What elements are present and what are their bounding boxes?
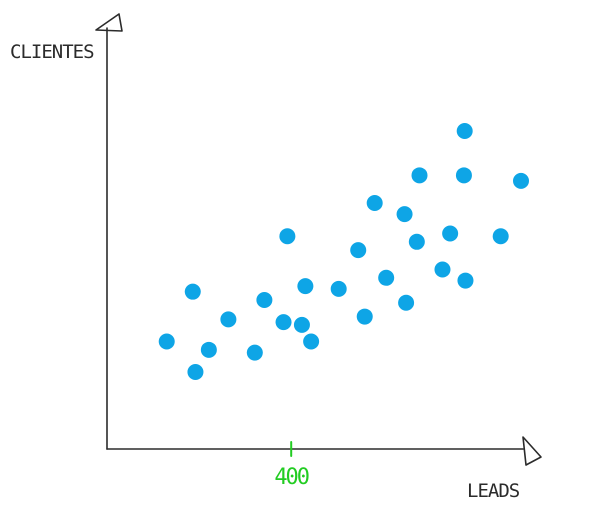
data-point xyxy=(396,206,413,223)
data-point xyxy=(256,291,273,308)
data-point xyxy=(158,333,175,350)
data-point xyxy=(350,242,367,259)
data-point xyxy=(275,314,292,331)
axes xyxy=(95,13,542,466)
x-axis-ticks: 400 xyxy=(274,441,311,490)
data-point xyxy=(297,278,314,295)
data-point xyxy=(442,225,459,242)
x-axis-arrow xyxy=(522,436,542,466)
data-point xyxy=(293,316,310,333)
data-point xyxy=(457,272,474,289)
data-point xyxy=(492,228,509,245)
data-point xyxy=(456,123,473,139)
data-point xyxy=(303,333,320,350)
data-point xyxy=(187,363,204,380)
data-point xyxy=(378,269,395,286)
x-tick-label-0: 400 xyxy=(274,465,308,490)
data-point xyxy=(513,172,529,189)
data-point xyxy=(398,294,415,311)
data-point xyxy=(220,311,237,328)
y-axis-label: CLIENTES xyxy=(10,41,94,63)
data-point xyxy=(356,308,373,325)
data-point xyxy=(455,167,472,184)
data-point xyxy=(200,341,217,358)
data-point xyxy=(408,233,425,250)
data-point xyxy=(366,195,383,212)
data-point xyxy=(184,283,201,300)
data-points xyxy=(158,123,529,380)
y-axis-arrow xyxy=(95,13,123,32)
x-axis-label: LEADS xyxy=(467,480,520,502)
data-point xyxy=(434,261,451,278)
data-point xyxy=(330,280,347,297)
data-point xyxy=(411,167,428,184)
data-point xyxy=(246,344,263,361)
data-point xyxy=(279,228,296,245)
